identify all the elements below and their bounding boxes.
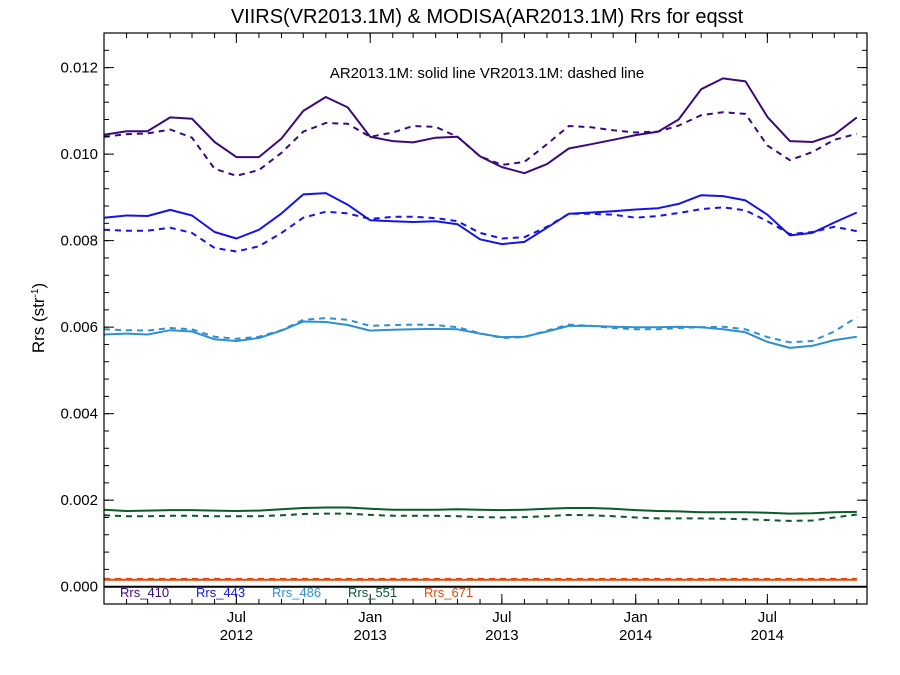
x-tick-label-year: 2013 xyxy=(354,627,387,644)
series-line-rrs-443-solid xyxy=(103,192,858,246)
series-line-rrs-410-solid xyxy=(103,77,858,175)
x-tick-label-year: 2014 xyxy=(751,627,784,644)
x-tick-label-year: 2014 xyxy=(619,627,652,644)
plot-area xyxy=(103,77,867,588)
y-axis-label: Rrs (str-1) xyxy=(29,283,48,353)
series-line-rrs-410-dashed xyxy=(103,111,858,177)
y-tick-label: 0.012 xyxy=(60,60,98,77)
x-tick-label-year: 2012 xyxy=(220,627,253,644)
y-tick-label: 0.002 xyxy=(60,492,98,509)
line-style-annotation: AR2013.1M: solid line VR2013.1M: dashed … xyxy=(330,65,644,82)
legend: Rrs_410 Rrs_443 Rrs_486 Rrs_551 Rrs_671 xyxy=(120,585,473,600)
y-tick-label: 0.004 xyxy=(60,406,98,423)
series-line-rrs-551-solid xyxy=(103,506,857,515)
y-axis-label-close: ) xyxy=(29,283,48,289)
y-tick-label: 0.000 xyxy=(60,579,98,596)
series-line-rrs-486-solid xyxy=(103,320,857,349)
y-tick-label: 0.008 xyxy=(60,233,98,250)
y-tick-label: 0.006 xyxy=(60,319,98,336)
series-line-rrs-486-dashed xyxy=(103,316,858,344)
series-line-rrs-551-dashed xyxy=(103,512,857,522)
x-tick-label-month: Jul xyxy=(758,609,777,626)
legend-entry-rrs-486: Rrs_486 xyxy=(272,585,321,600)
chart-title: VIIRS(VR2013.1M) & MODISA(AR2013.1M) Rrs… xyxy=(231,6,744,28)
x-tick-label-month: Jan xyxy=(624,609,648,626)
plot-frame xyxy=(103,32,868,605)
series-line-rrs-443-dashed xyxy=(103,206,857,253)
y-axis-label-superscript: -1 xyxy=(30,288,41,297)
y-axis: 0.000 0.002 0.004 0.006 0.008 0.010 0.012 xyxy=(60,32,867,605)
x-tick-label-month: Jan xyxy=(358,609,382,626)
x-tick-label-month: Jul xyxy=(227,609,246,626)
x-tick-label-month: Jul xyxy=(492,609,511,626)
x-tick-label-year: 2013 xyxy=(485,627,518,644)
legend-entry-rrs-410: Rrs_410 xyxy=(120,585,169,600)
y-axis-label-main: Rrs (str xyxy=(29,297,48,353)
legend-entry-rrs-671: Rrs_671 xyxy=(424,585,473,600)
y-tick-label: 0.010 xyxy=(60,146,98,163)
legend-entry-rrs-443: Rrs_443 xyxy=(196,585,245,600)
legend-entry-rrs-551: Rrs_551 xyxy=(348,585,397,600)
